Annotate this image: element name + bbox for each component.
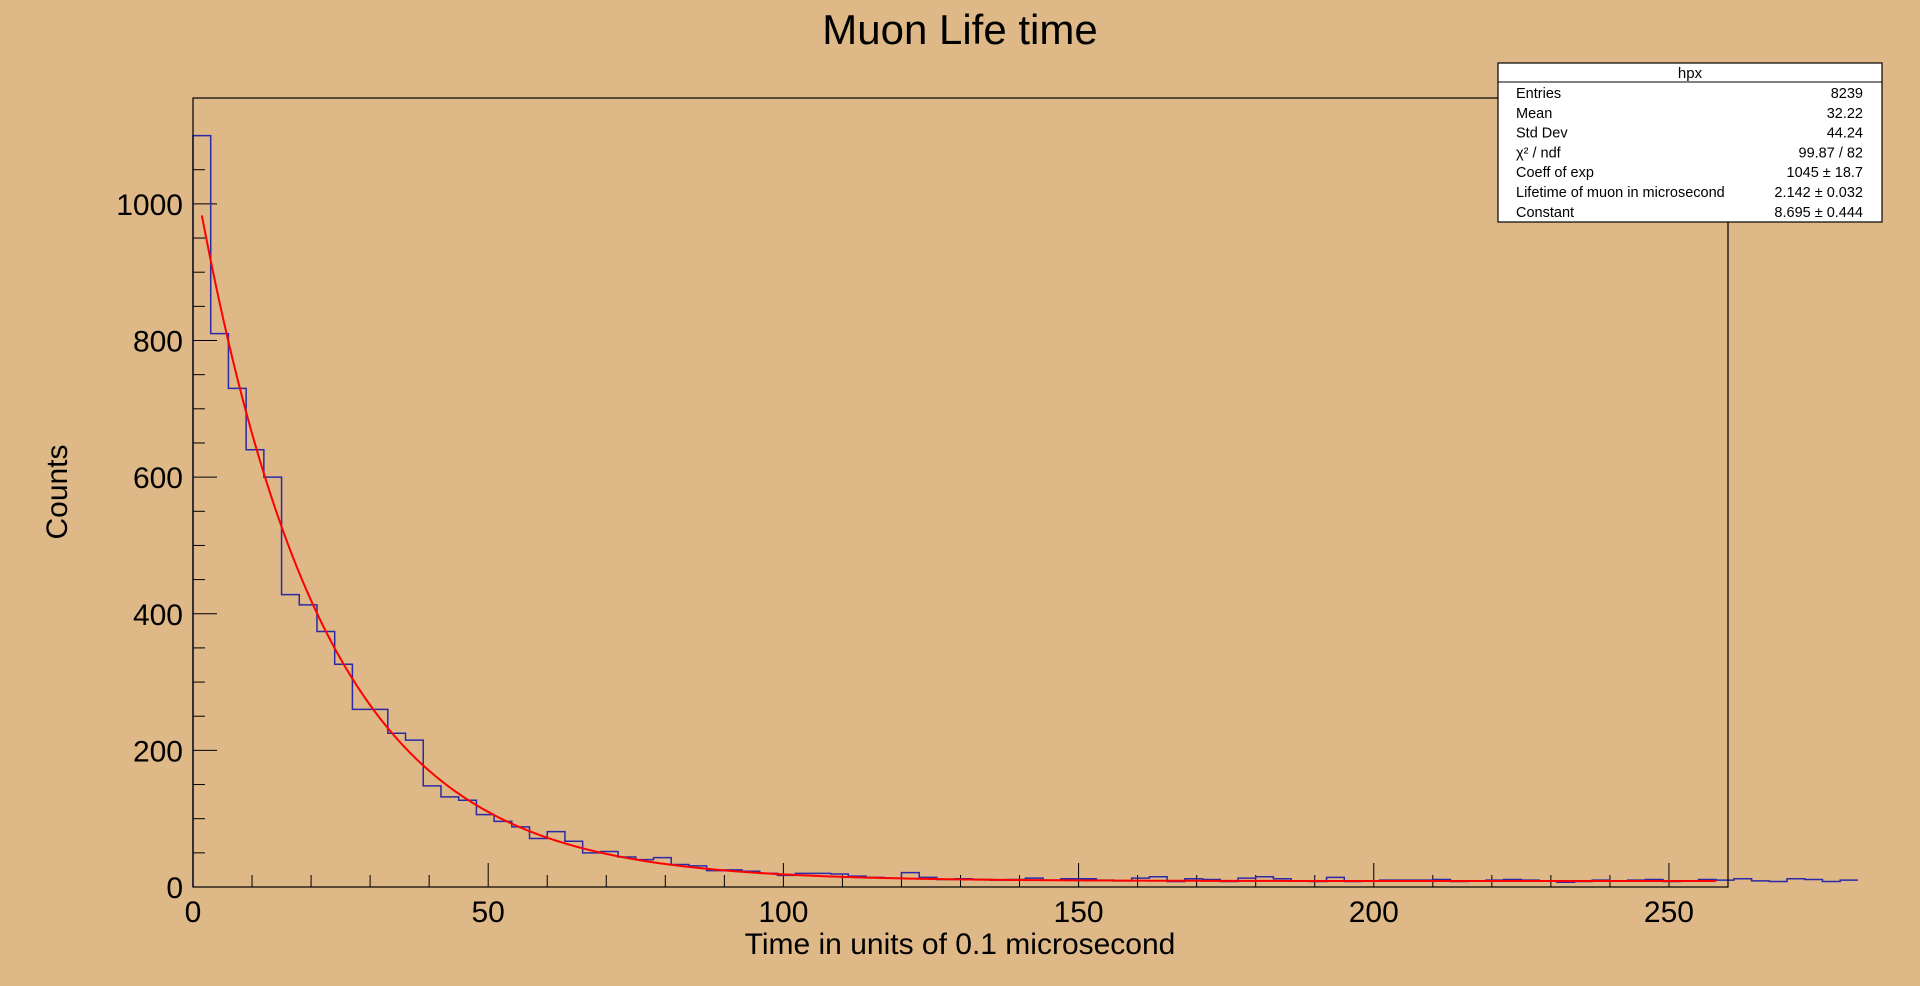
x-tick-label: 150 [1054,896,1104,929]
x-tick-label: 200 [1349,896,1399,929]
x-tick-label: 100 [758,896,808,929]
stats-box: hpx Entries 8239 Mean 32.22 Std Dev 44.24 χ² /… [1497,62,1883,223]
stats-box-title: hpx [1678,65,1703,82]
stats-row-label: Coeff of exp [1516,165,1594,181]
plot-frame [192,97,1729,888]
y-tick-label: 600 [133,462,183,495]
stats-row: Mean 32.22 [1516,106,1863,122]
stats-row-value: 2.142 ± 0.032 [1774,185,1863,201]
stats-row-value: 8.695 ± 0.444 [1774,205,1863,221]
chart-title: Muon Life time [822,6,1097,53]
stats-row: Coeff of exp 1045 ± 18.7 [1516,165,1863,181]
stats-row-value: 1045 ± 18.7 [1787,165,1864,181]
x-axis-label: Time in units of 0.1 microsecond [745,928,1176,961]
fit-curve [200,215,1717,883]
stats-row-value: 44.24 [1827,126,1863,142]
stats-row-label: Constant [1516,205,1574,221]
stats-row-label: Lifetime of muon in microsecond [1516,185,1725,201]
stats-row: Std Dev 44.24 [1516,126,1863,142]
y-tick-label: 0 [166,872,183,905]
plot-axes: 0 50 100 150 200 250 0 200 400 600 800 1000 [116,135,1729,929]
stats-row-label: Std Dev [1516,126,1568,142]
stats-box-frame [1497,62,1883,223]
stats-row-label: Mean [1516,106,1552,122]
stats-row-label: Entries [1516,86,1561,102]
stats-row: Entries 8239 [1516,86,1863,102]
y-tick-label: 200 [133,735,183,768]
y-tick-label: 1000 [116,189,183,222]
y-tick-label: 800 [133,326,183,359]
stats-row-value: 8239 [1831,86,1863,102]
y-axis-label: Counts [41,444,74,539]
y-tick-label: 400 [133,599,183,632]
stats-rows: Entries 8239 Mean 32.22 Std Dev 44.24 χ² / ndf… [1516,86,1863,221]
x-tick-label: 0 [185,896,202,929]
stats-row: χ² / ndf 99.87 / 82 [1516,145,1863,161]
stats-row-label: χ² / ndf [1516,145,1562,161]
stats-row: Constant 8.695 ± 0.444 [1516,205,1863,221]
stats-row: Lifetime of muon in microsecond 2.142 ± 0… [1516,185,1863,201]
x-tick-label: 50 [472,896,505,929]
stats-row-value: 32.22 [1827,106,1863,122]
x-tick-label: 250 [1644,896,1694,929]
stats-row-value: 99.87 / 82 [1799,145,1864,161]
